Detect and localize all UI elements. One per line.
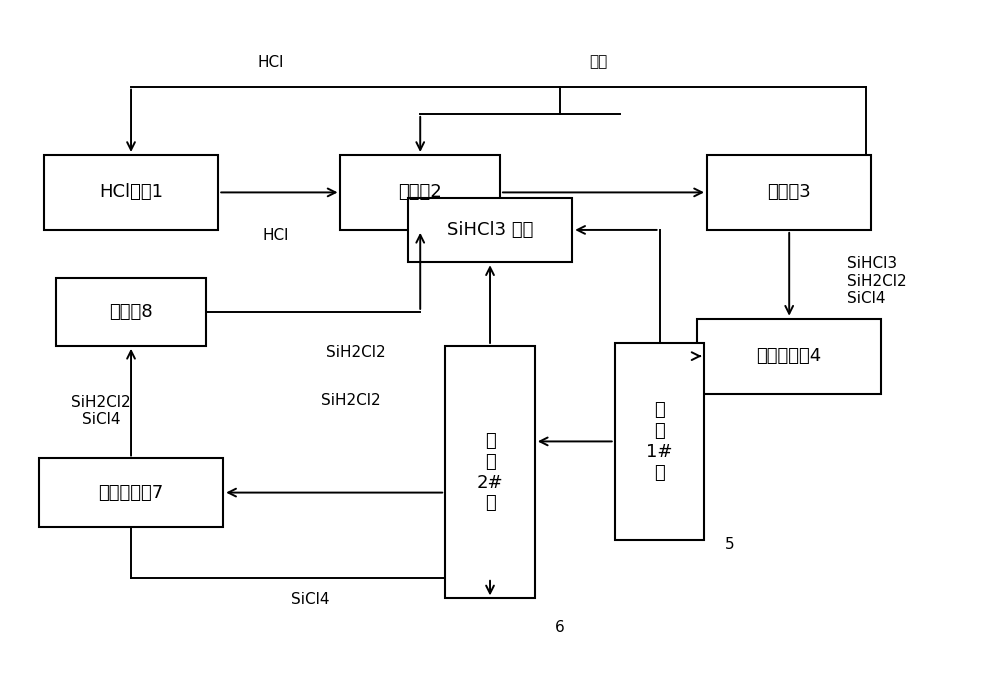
- Bar: [39, 458, 223, 527]
- Text: SiHCl3 产品: SiHCl3 产品: [447, 221, 533, 239]
- Text: 精
馏
2#
塔: 精 馏 2# 塔: [477, 432, 503, 512]
- Text: 冷凝料储缶4: 冷凝料储缶4: [757, 347, 822, 365]
- Text: 硅粉: 硅粉: [590, 55, 608, 70]
- Bar: [340, 155, 500, 230]
- Text: 汽化器8: 汽化器8: [109, 303, 153, 321]
- Bar: [56, 277, 206, 346]
- Text: 合成兵2: 合成兵2: [398, 184, 442, 201]
- Text: 精
馏
1#
塔: 精 馏 1# 塔: [646, 401, 673, 482]
- Bar: [697, 319, 881, 394]
- Text: HCl: HCl: [262, 228, 289, 243]
- Text: HCl: HCl: [257, 55, 284, 70]
- Text: 冷凝器3: 冷凝器3: [767, 184, 811, 201]
- Text: SiH2Cl2
SiCl4: SiH2Cl2 SiCl4: [71, 395, 131, 427]
- Text: 5: 5: [724, 537, 734, 552]
- Text: SiHCl3
SiH2Cl2
SiCl4: SiHCl3 SiH2Cl2 SiCl4: [847, 256, 907, 306]
- Text: 6: 6: [555, 620, 565, 635]
- Text: HCl储缶1: HCl储缶1: [99, 184, 163, 201]
- Bar: [445, 346, 535, 598]
- Text: SiCl4: SiCl4: [291, 592, 330, 606]
- Bar: [615, 342, 704, 540]
- Bar: [44, 155, 218, 230]
- Text: SiH2Cl2: SiH2Cl2: [326, 345, 385, 360]
- Bar: [707, 155, 871, 230]
- Text: SiH2Cl2: SiH2Cl2: [321, 393, 380, 408]
- Bar: [408, 197, 572, 262]
- Text: 氯硅烷储缶7: 氯硅烷储缶7: [98, 484, 164, 501]
